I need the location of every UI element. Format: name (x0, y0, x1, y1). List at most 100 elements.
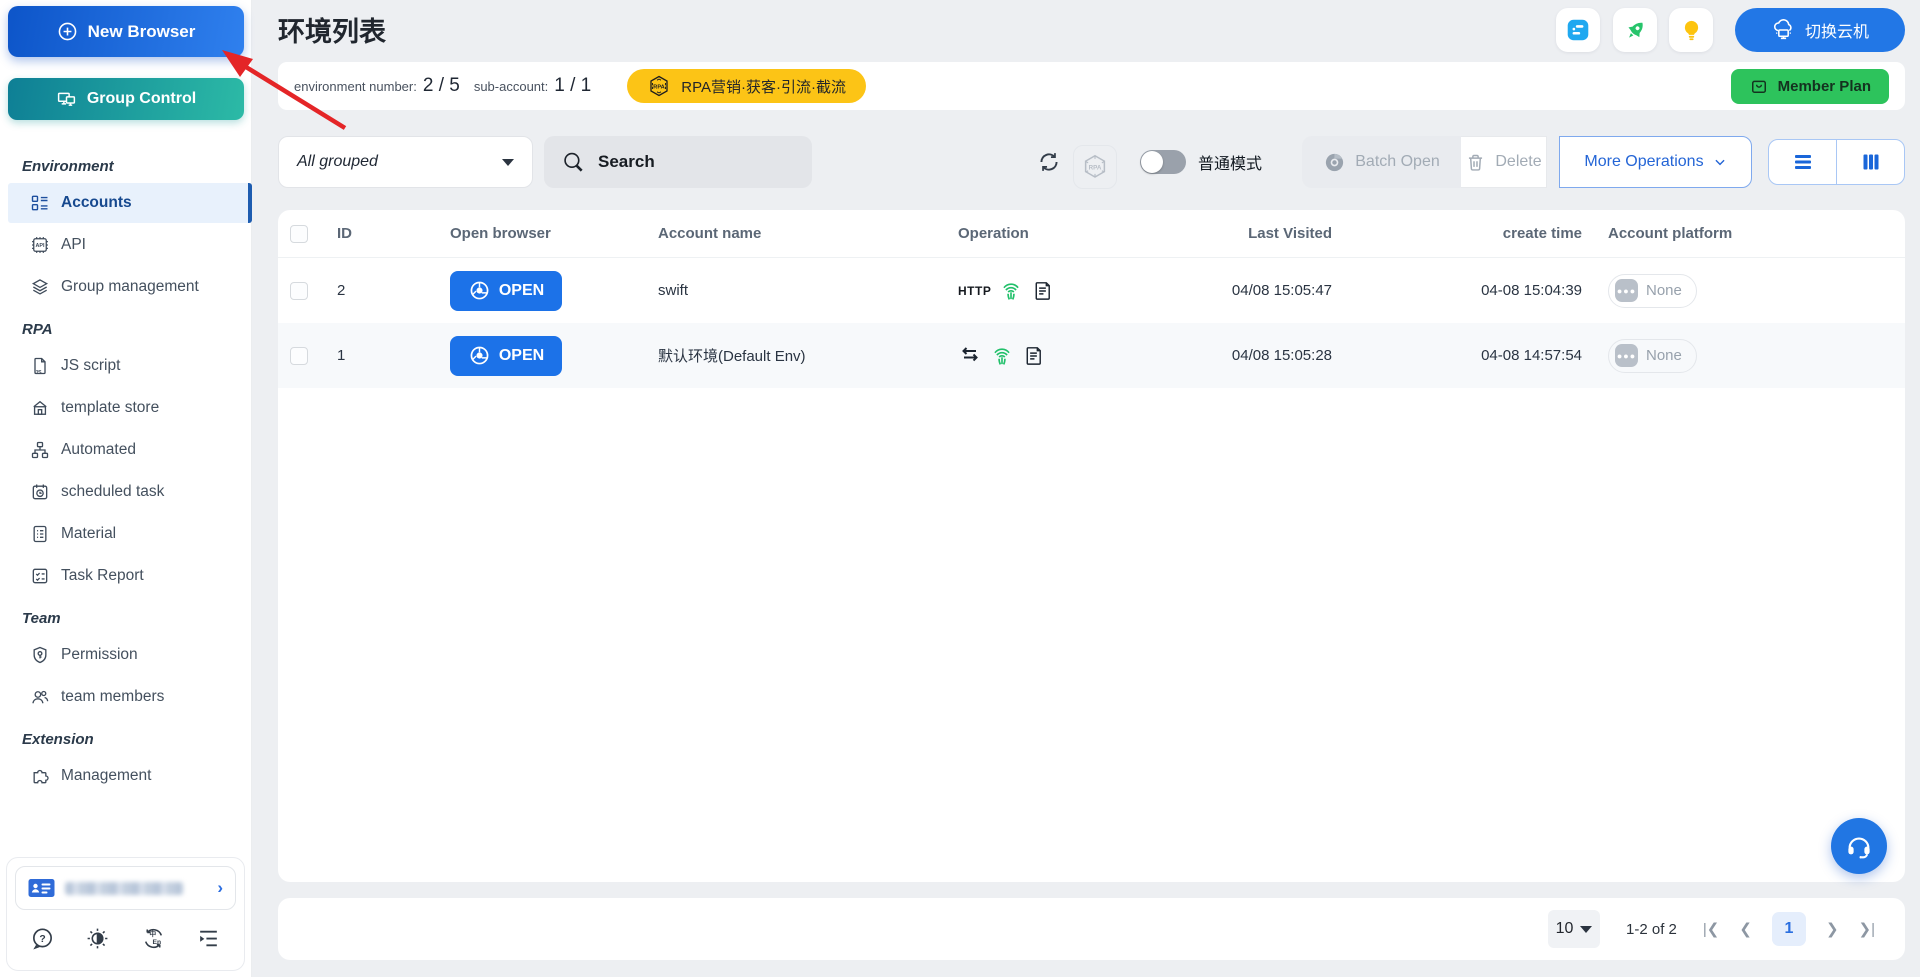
platform-badge[interactable]: ●●● None (1608, 338, 1697, 373)
sidebar-item-material[interactable]: Material (0, 514, 252, 554)
chevron-down-icon (502, 158, 514, 166)
sidebar-item-management[interactable]: Management (0, 756, 252, 796)
group-filter-value: All grouped (297, 153, 378, 170)
people-icon (30, 687, 50, 707)
fingerprint-icon[interactable] (989, 343, 1015, 369)
pagination-bar: 10 1-2 of 2 |❮ ❮ 1 ❯ ❯| (278, 898, 1905, 960)
plus-circle-icon (57, 21, 78, 42)
refresh-icon[interactable] (1036, 149, 1062, 175)
svg-text:En: En (152, 939, 161, 946)
monitors-icon (56, 89, 77, 110)
rpa-badge-label: RPA营销·获客·引流·截流 (681, 78, 846, 96)
sidebar-item-label: Accounts (61, 194, 132, 211)
mode-toggle[interactable] (1140, 150, 1186, 174)
sidebar-item-permission[interactable]: Permission (0, 635, 252, 675)
list-view-button[interactable] (1769, 140, 1837, 184)
page-title: 环境列表 (278, 17, 386, 47)
table-row: 2 OPEN swift HTTP 04/08 15:05:47 04-08 1… (278, 258, 1905, 323)
paste-doc-icon[interactable] (1022, 344, 1045, 367)
shield-key-icon (30, 645, 50, 665)
sidebar-item-group-management[interactable]: Group management (0, 267, 252, 307)
tips-button[interactable] (1669, 8, 1713, 52)
more-operations-dropdown[interactable]: More Operations (1559, 136, 1752, 188)
current-page[interactable]: 1 (1771, 912, 1806, 946)
section-extension: Extension (22, 731, 94, 748)
paste-doc-icon[interactable] (1031, 279, 1054, 302)
normal-mode-label: 普通模式 (1198, 156, 1263, 173)
chevron-right-icon: › (217, 878, 223, 897)
quickstart-button[interactable] (1613, 8, 1657, 52)
next-page-icon[interactable]: ❯ (1825, 921, 1839, 938)
switch-cloud-button[interactable]: 切换云机 (1735, 8, 1905, 52)
sidebar-item-scheduled-task[interactable]: scheduled task (0, 472, 252, 512)
sidebar-item-label: API (61, 236, 86, 253)
delete-label: Delete (1495, 153, 1542, 170)
row-account-name: swift (658, 282, 688, 299)
sidebar-item-label: Automated (61, 441, 136, 458)
pagination-nav: |❮ ❮ 1 ❯ ❯| (1703, 912, 1875, 946)
chrome-icon (468, 279, 491, 302)
delete-button[interactable]: Delete (1461, 136, 1547, 188)
fingerprint-icon[interactable] (998, 278, 1024, 304)
open-browser-button[interactable]: OPEN (450, 335, 562, 376)
sidebar-item-js-script[interactable]: JS JS script (0, 346, 252, 386)
sidebar-item-task-report[interactable]: Task Report (0, 556, 252, 596)
ellipsis-icon: ●●● (1615, 279, 1638, 302)
headset-icon (1844, 831, 1874, 861)
col-create-time: create time (1502, 225, 1582, 242)
chevron-down-icon (1713, 155, 1727, 169)
accounts-icon (30, 193, 50, 213)
sidebar-item-team-members[interactable]: team members (0, 677, 252, 717)
group-filter-dropdown[interactable]: All grouped (278, 136, 533, 188)
member-plan-button[interactable]: Member Plan (1730, 68, 1889, 104)
language-toggle-icon[interactable]: 中 En (141, 926, 166, 951)
collapse-sidebar-icon[interactable] (196, 926, 221, 951)
chevron-down-icon (1580, 925, 1593, 933)
last-page-icon[interactable]: ❯| (1858, 921, 1875, 938)
shopping-bag-icon (1749, 76, 1769, 96)
user-account-card[interactable]: › (15, 866, 236, 910)
platform-badge[interactable]: ●●● None (1608, 273, 1697, 308)
sub-account-label: sub-account: (473, 78, 549, 94)
sidebar-item-automated[interactable]: Automated (0, 430, 252, 470)
section-environment: Environment (22, 158, 114, 175)
chrome-icon (468, 344, 491, 367)
http-proxy-tag[interactable]: HTTP (958, 283, 992, 298)
open-button-label: OPEN (498, 346, 545, 364)
page-size-value: 10 (1555, 920, 1574, 937)
help-icon[interactable]: ? (30, 926, 55, 951)
first-page-icon[interactable]: |❮ (1702, 921, 1720, 938)
swap-proxy-icon[interactable] (958, 344, 982, 368)
prev-page-icon[interactable]: ❮ (1739, 921, 1752, 938)
column-view-button[interactable] (1837, 140, 1904, 184)
changelog-button[interactable] (1556, 8, 1600, 52)
sidebar-item-api[interactable]: API API (0, 225, 252, 265)
rpa-marketing-badge[interactable]: RPA RPA营销·获客·引流·截流 (627, 69, 866, 103)
page-size-dropdown[interactable]: 10 (1548, 910, 1601, 948)
rpa-mode-button[interactable]: RPA (1073, 145, 1117, 189)
row-create-time: 04-08 15:04:39 (1481, 282, 1582, 299)
new-browser-label: New Browser (87, 21, 196, 41)
trash-icon (1465, 152, 1486, 173)
row-checkbox[interactable] (290, 346, 308, 365)
batch-open-button[interactable]: Batch Open (1302, 136, 1461, 188)
support-button[interactable] (1831, 818, 1887, 874)
section-rpa: RPA (22, 321, 53, 338)
col-account-name: Account name (658, 225, 762, 242)
open-button-label: OPEN (498, 281, 545, 299)
batch-open-label: Batch Open (1355, 153, 1440, 170)
select-all-checkbox[interactable] (290, 224, 308, 243)
env-number-value: 2 / 5 (422, 75, 460, 96)
calendar-clock-icon (30, 482, 50, 502)
sidebar-item-accounts[interactable]: Accounts (8, 183, 252, 223)
theme-toggle-icon[interactable] (85, 926, 110, 951)
task-report-icon (30, 566, 50, 586)
col-id: ID (337, 225, 352, 242)
id-card-icon (28, 878, 55, 898)
search-input[interactable]: Search (544, 136, 812, 188)
group-control-button[interactable]: Group Control (8, 78, 244, 120)
open-browser-button[interactable]: OPEN (450, 270, 562, 311)
new-browser-button[interactable]: New Browser (8, 6, 244, 57)
row-checkbox[interactable] (290, 281, 308, 300)
sidebar-item-template-store[interactable]: template store (0, 388, 252, 428)
